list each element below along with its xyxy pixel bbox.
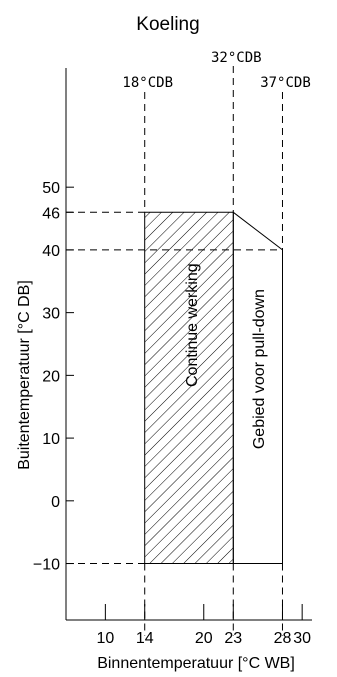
x-tick-label: 28 (274, 630, 292, 647)
chart-title: Koeling (136, 14, 199, 35)
reference-line-labels: 18°CDB 32°CDB 37°CDB (122, 50, 310, 91)
x-tick-label: 10 (96, 630, 114, 647)
x-tick-label: 20 (195, 630, 213, 647)
reference-lines (66, 66, 283, 636)
y-axis-label: Buitentemperatuur [°C DB] (16, 280, 33, 470)
y-tick-label: 50 (42, 180, 60, 197)
x-axis-label: Binnentemperatuur [°C WB] (97, 655, 295, 672)
y-tick-label: 0 (51, 494, 60, 511)
ref-line-label: 32°CDB (211, 50, 262, 66)
y-tick-label: 46 (42, 205, 60, 222)
ref-line-label: 37°CDB (260, 75, 311, 91)
y-tick-label: 20 (42, 368, 60, 385)
y-tick-label: 10 (42, 431, 60, 448)
x-tick-label: 14 (136, 630, 154, 647)
y-tick-label: −10 (33, 557, 60, 574)
region-label-pull-down: Gebied voor pull-down (251, 289, 268, 449)
y-ticks: −10 0 10 20 30 40 46 50 (33, 180, 74, 574)
region-label-continuous: Continue werking (184, 263, 201, 387)
x-tick-label: 23 (224, 630, 242, 647)
ref-line-label: 18°CDB (122, 75, 173, 91)
region-labels: Continue werking Gebied voor pull-down (184, 263, 268, 449)
axes (65, 68, 312, 621)
y-tick-label: 30 (42, 306, 60, 323)
y-tick-label: 40 (42, 243, 60, 260)
x-tick-label: 30 (293, 630, 311, 647)
x-ticks: 10 14 20 23 28 30 (96, 604, 311, 647)
